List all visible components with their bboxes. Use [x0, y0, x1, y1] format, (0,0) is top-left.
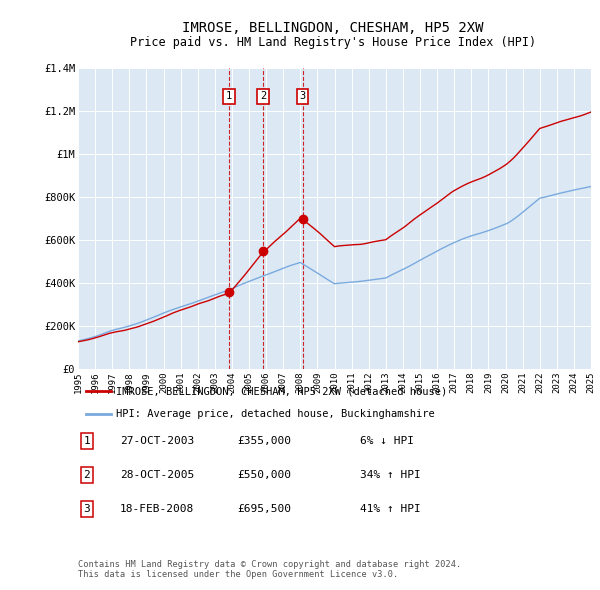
- Text: £695,500: £695,500: [237, 504, 291, 514]
- Text: 6% ↓ HPI: 6% ↓ HPI: [360, 436, 414, 445]
- Text: £355,000: £355,000: [237, 436, 291, 445]
- Text: £550,000: £550,000: [237, 470, 291, 480]
- Text: Contains HM Land Registry data © Crown copyright and database right 2024.
This d: Contains HM Land Registry data © Crown c…: [78, 560, 461, 579]
- Text: 3: 3: [299, 91, 305, 101]
- Text: HPI: Average price, detached house, Buckinghamshire: HPI: Average price, detached house, Buck…: [116, 409, 435, 419]
- Text: 27-OCT-2003: 27-OCT-2003: [120, 436, 194, 445]
- Text: 34% ↑ HPI: 34% ↑ HPI: [360, 470, 421, 480]
- Text: 2: 2: [260, 91, 266, 101]
- Text: 41% ↑ HPI: 41% ↑ HPI: [360, 504, 421, 514]
- Text: 1: 1: [226, 91, 232, 101]
- Text: 2: 2: [83, 470, 91, 480]
- Text: 1: 1: [83, 436, 91, 445]
- Text: IMROSE, BELLINGDON, CHESHAM, HP5 2XW: IMROSE, BELLINGDON, CHESHAM, HP5 2XW: [182, 21, 484, 35]
- Text: Price paid vs. HM Land Registry's House Price Index (HPI): Price paid vs. HM Land Registry's House …: [130, 36, 536, 49]
- Text: 28-OCT-2005: 28-OCT-2005: [120, 470, 194, 480]
- Text: IMROSE, BELLINGDON, CHESHAM, HP5 2XW (detached house): IMROSE, BELLINGDON, CHESHAM, HP5 2XW (de…: [116, 386, 448, 396]
- Text: 3: 3: [83, 504, 91, 514]
- Text: 18-FEB-2008: 18-FEB-2008: [120, 504, 194, 514]
